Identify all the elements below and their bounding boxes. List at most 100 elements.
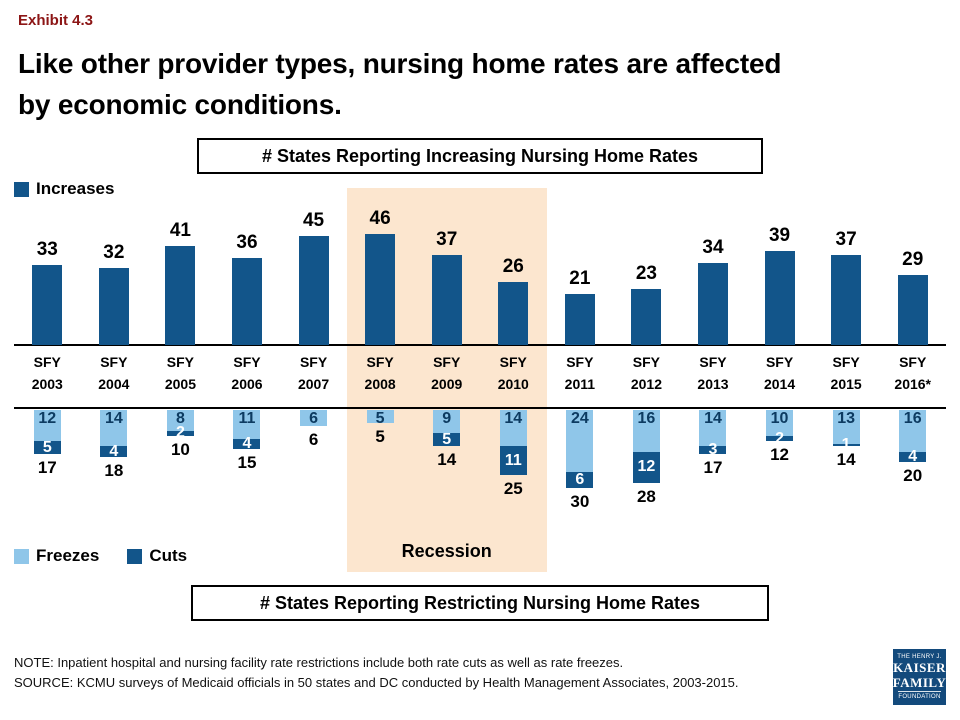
legend-restrictions: Freezes Cuts bbox=[14, 546, 187, 566]
increases-bar bbox=[697, 262, 728, 345]
category-label: SFY 2003 bbox=[31, 354, 63, 392]
cuts-bar: 12 bbox=[632, 451, 660, 483]
cuts-bar: 11 bbox=[499, 446, 527, 475]
increase-value-label: 46 bbox=[369, 207, 391, 229]
chart-column: 41 SFY 2005 8 2 10 bbox=[147, 0, 214, 720]
increase-value-label: 36 bbox=[236, 231, 258, 253]
increase-value-label: 26 bbox=[502, 256, 524, 278]
recession-label: Recession bbox=[401, 541, 492, 561]
title-line-2: by economic conditions. bbox=[18, 88, 342, 120]
cuts-bar: 5 bbox=[433, 431, 461, 447]
chart-column: 21 SFY 2011 24 6 30 bbox=[547, 0, 614, 720]
freezes-bar: 24 bbox=[566, 410, 594, 473]
increase-value-label: 33 bbox=[36, 239, 58, 261]
category-label: SFY 2013 bbox=[697, 354, 729, 392]
page-title: Like other provider types, nursing home … bbox=[18, 44, 781, 125]
chart-column: 23 SFY 2012 16 12 28 bbox=[613, 0, 680, 720]
legend-cuts-label: Cuts bbox=[149, 546, 188, 565]
kff-logo-line4: FOUNDATION bbox=[898, 690, 941, 700]
legend-increases: Increases bbox=[14, 179, 114, 199]
restricting-total-label: 30 bbox=[570, 492, 590, 511]
chart-column: 37 SFY 2009 9 5 14 bbox=[413, 0, 480, 720]
category-label: SFY 2008 bbox=[364, 354, 396, 392]
cuts-bar: 1 bbox=[832, 438, 860, 452]
cuts-bar: 4 bbox=[899, 448, 927, 465]
chart-column: 46 SFY 2008 5 5 bbox=[347, 0, 414, 720]
restricting-total-label: 14 bbox=[437, 450, 457, 470]
increases-bar bbox=[32, 265, 63, 345]
chart-column: 45 SFY 2007 6 6 bbox=[280, 0, 347, 720]
category-label: SFY 2004 bbox=[98, 354, 130, 392]
source-text: SOURCE: KCMU surveys of Medicaid officia… bbox=[14, 675, 739, 690]
freezes-bar: 11 bbox=[233, 410, 261, 439]
chart-column: 33 SFY 2003 12 5 17 bbox=[14, 0, 81, 720]
increases-swatch bbox=[14, 181, 29, 197]
legend-freezes-label: Freezes bbox=[36, 546, 100, 565]
category-label: SFY 2005 bbox=[164, 354, 196, 392]
cuts-bar: 6 bbox=[566, 472, 594, 488]
cuts-bar: 3 bbox=[699, 442, 727, 458]
category-label: SFY 2011 bbox=[564, 354, 596, 392]
restricting-rates-title-box: # States Reporting Restricting Nursing H… bbox=[191, 585, 769, 621]
chart-column: 26 SFY 2010 14 11 25 bbox=[480, 0, 547, 720]
freezes-bar: 12 bbox=[33, 410, 61, 442]
category-label: SFY 2006 bbox=[231, 354, 263, 392]
increasing-rates-title-box: # States Reporting Increasing Nursing Ho… bbox=[197, 138, 763, 174]
increase-value-label: 34 bbox=[702, 236, 724, 258]
increase-value-label: 29 bbox=[902, 248, 924, 270]
chart-column: 29 SFY 2016* 16 4 20 bbox=[879, 0, 946, 720]
freezes-bar: 10 bbox=[766, 410, 794, 436]
increase-value-label: 39 bbox=[768, 224, 791, 246]
increase-value-label: 32 bbox=[103, 241, 125, 263]
cuts-swatch bbox=[127, 548, 143, 564]
increases-bar bbox=[897, 274, 928, 345]
increase-value-label: 37 bbox=[835, 229, 857, 251]
cuts-bar: 4 bbox=[233, 435, 261, 452]
cuts-bar: 2 bbox=[166, 425, 194, 441]
chart-column: 39 SFY 2014 10 2 12 bbox=[746, 0, 813, 720]
restricting-total-label: 17 bbox=[37, 458, 57, 478]
increases-bar bbox=[431, 255, 462, 345]
kff-logo-line3: FAMILY bbox=[892, 674, 947, 690]
exhibit-label: Exhibit 4.3 bbox=[18, 12, 94, 29]
kff-logo-line2: KAISER bbox=[893, 660, 946, 676]
cuts-bar: 4 bbox=[100, 443, 128, 459]
freezes-bar: 16 bbox=[632, 410, 660, 452]
chart-column: 36 SFY 2006 11 4 15 bbox=[214, 0, 281, 720]
restricting-total-label: 18 bbox=[104, 460, 124, 480]
cuts-bar: 5 bbox=[33, 439, 61, 455]
increase-value-label: 21 bbox=[569, 268, 591, 290]
freezes-bar: 14 bbox=[499, 410, 527, 447]
axis-line-bottom bbox=[14, 407, 946, 409]
freezes-bar: 5 bbox=[366, 410, 394, 427]
category-label: SFY 2009 bbox=[431, 354, 463, 392]
freezes-bar: 14 bbox=[100, 410, 128, 447]
restricting-total-label: 10 bbox=[170, 440, 190, 459]
increases-bar bbox=[764, 250, 795, 345]
axis-line-top bbox=[14, 344, 946, 346]
title-line-1: Like other provider types, nursing home … bbox=[18, 48, 782, 79]
freezes-bar: 13 bbox=[832, 410, 860, 444]
increases-bar bbox=[498, 282, 529, 345]
category-label: SFY 2016* bbox=[894, 354, 931, 392]
increase-value-label: 45 bbox=[302, 210, 325, 232]
category-label: SFY 2007 bbox=[297, 354, 330, 392]
increases-bar bbox=[564, 294, 595, 345]
restricting-total-label: 6 bbox=[308, 429, 319, 449]
increases-bar bbox=[365, 233, 396, 345]
category-label: SFY 2010 bbox=[497, 354, 529, 392]
increase-value-label: 37 bbox=[436, 229, 458, 251]
freezes-bar: 9 bbox=[433, 410, 461, 434]
increase-value-label: 41 bbox=[169, 219, 191, 241]
note-text: NOTE: Inpatient hospital and nursing fac… bbox=[14, 655, 624, 670]
restricting-total-label: 5 bbox=[375, 427, 385, 446]
chart-column: 32 SFY 2004 14 4 18 bbox=[81, 0, 148, 720]
increases-bar bbox=[831, 255, 862, 345]
restricting-total-label: 25 bbox=[503, 479, 523, 498]
restricting-total-label: 17 bbox=[703, 458, 723, 478]
freezes-bar: 16 bbox=[899, 410, 927, 452]
freezes-bar: 6 bbox=[300, 410, 328, 427]
freezes-bar: 14 bbox=[699, 410, 727, 447]
increases-bar bbox=[165, 245, 196, 345]
